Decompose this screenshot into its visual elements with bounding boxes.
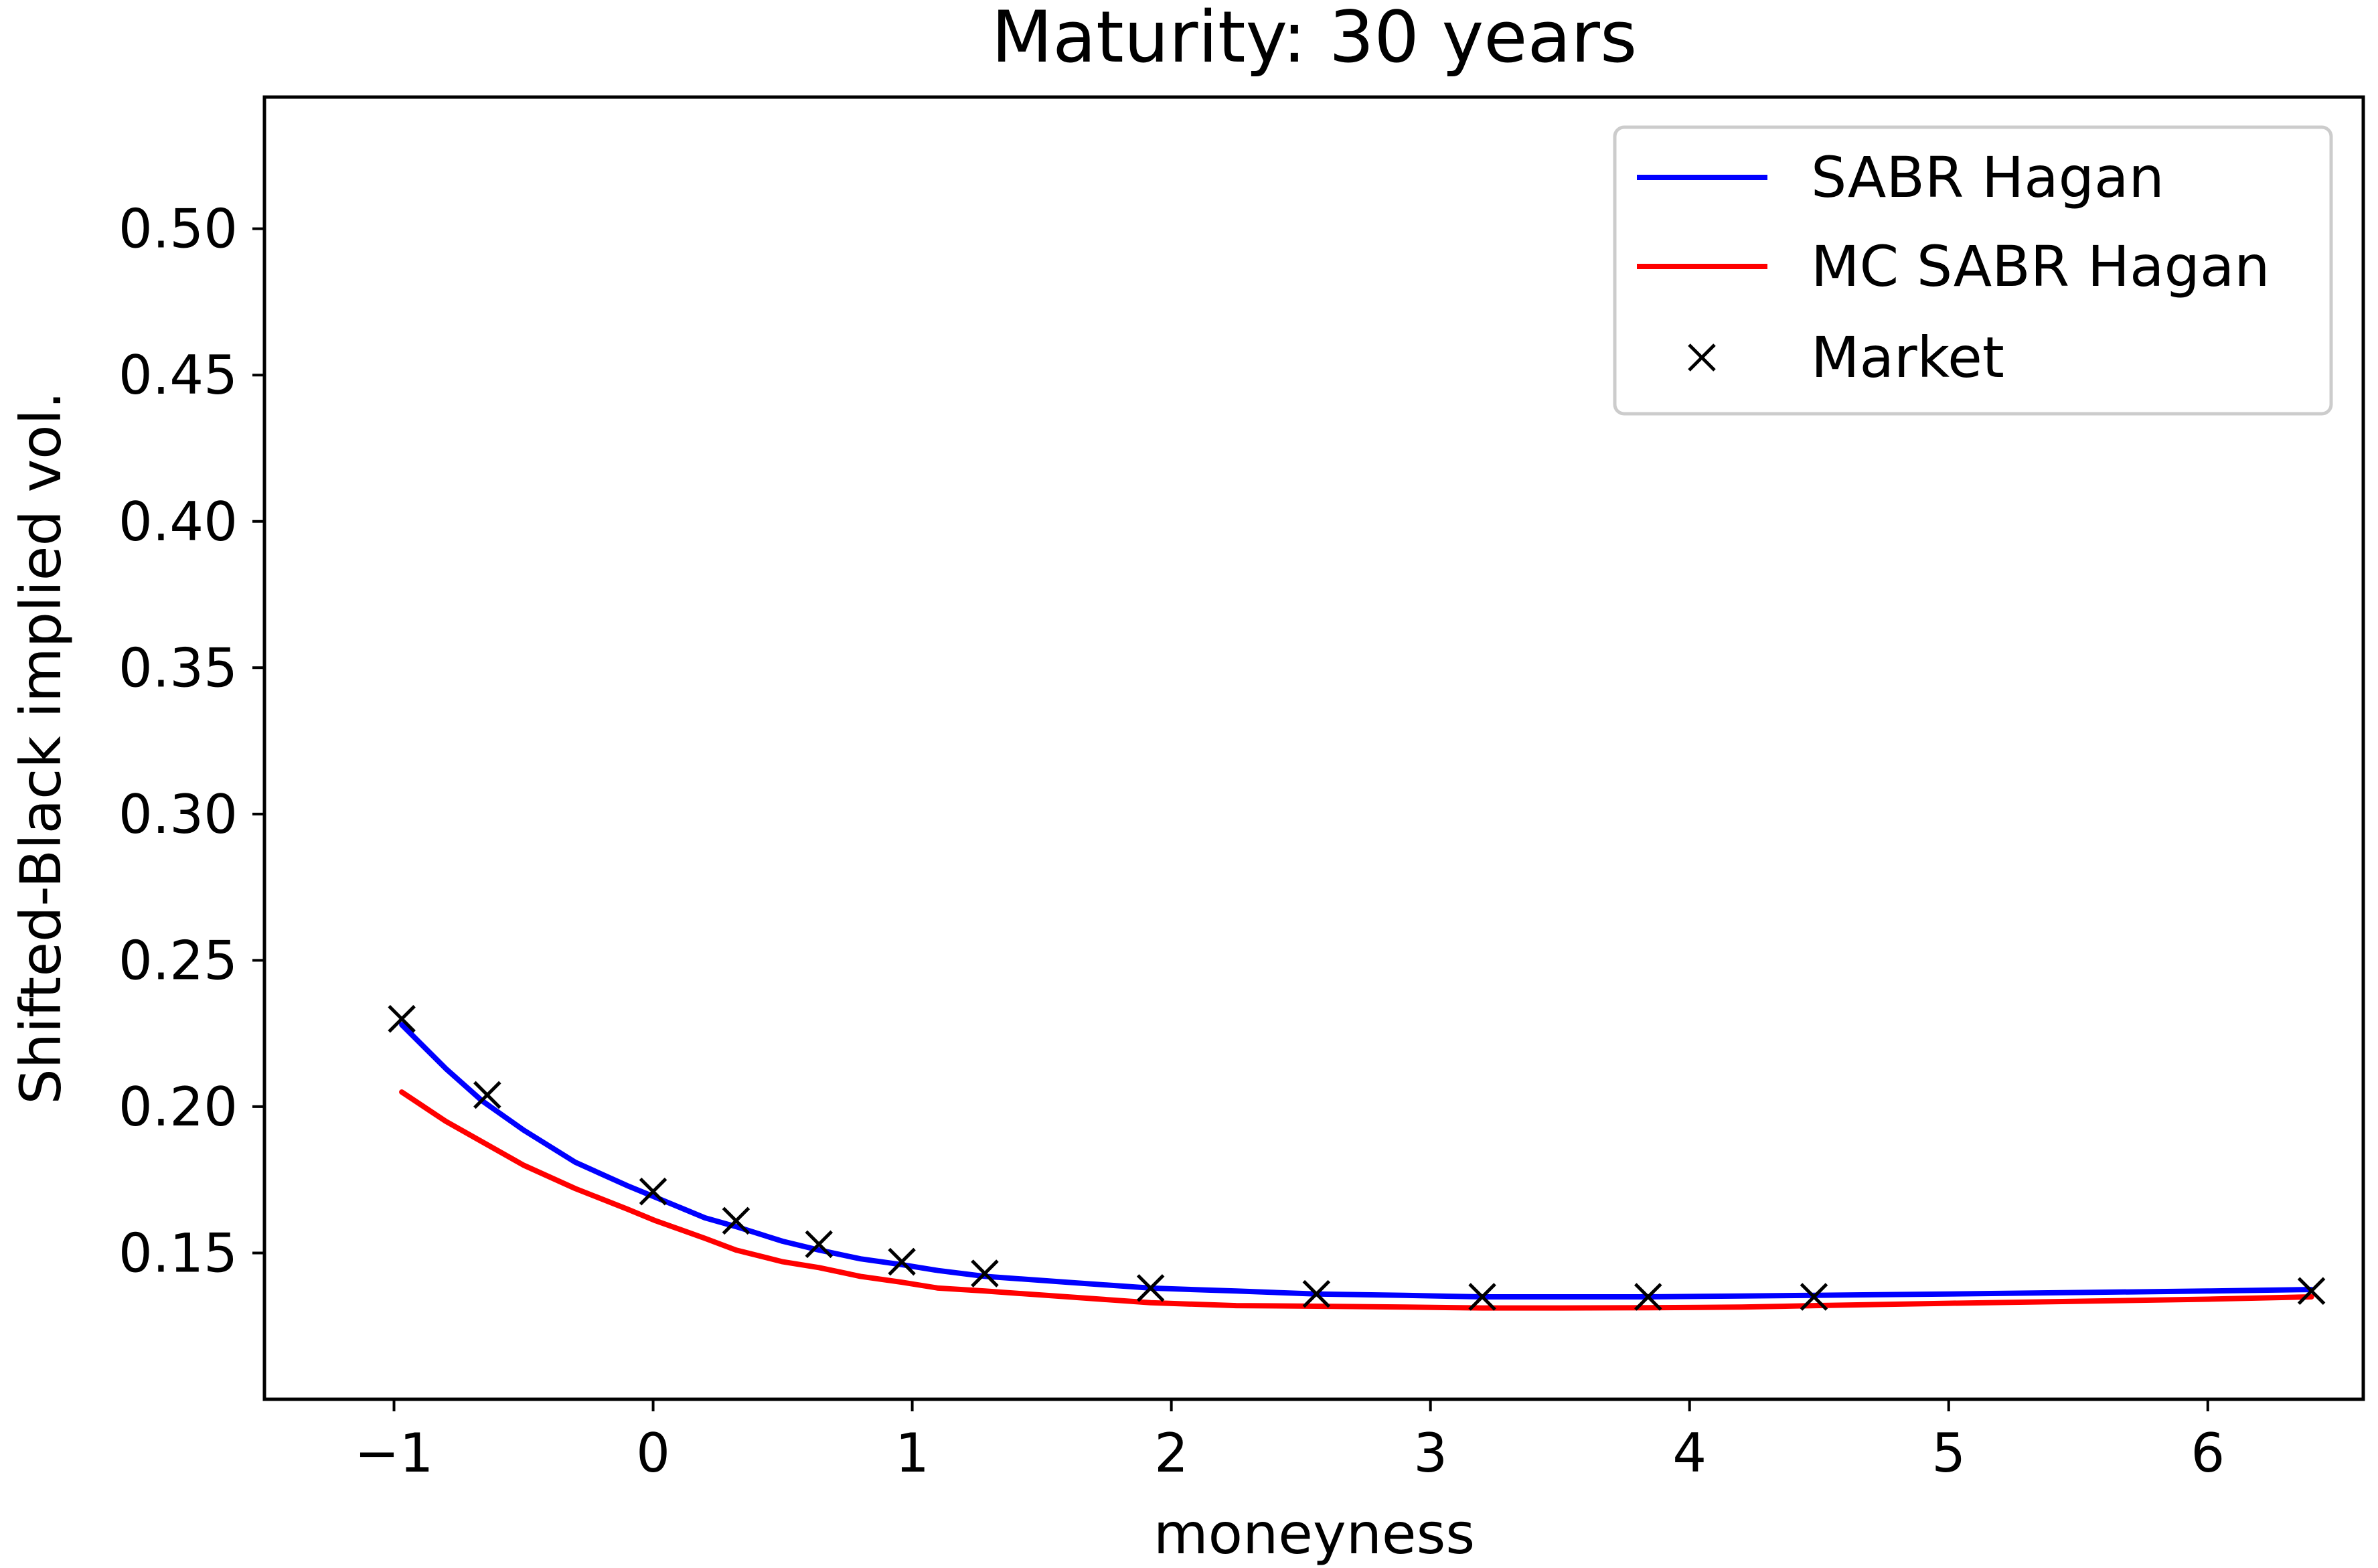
y-tick-label: 0.30	[118, 783, 238, 846]
plot-area-frame	[262, 95, 2365, 1401]
legend-box	[1613, 125, 2333, 416]
y-tick-label: 0.35	[118, 637, 238, 699]
y-tick-label: 0.15	[118, 1222, 238, 1284]
market-point	[1302, 1279, 1331, 1308]
x-tick-label: 0	[636, 1422, 670, 1484]
legend: SABR Hagan MC SABR Hagan Market	[1613, 125, 2333, 416]
market-point	[473, 1081, 501, 1109]
legend-label-market: Market	[1811, 325, 2004, 390]
x-axis-ticks: −1 0 1 2 3 4 5 6	[355, 1399, 2225, 1484]
market-point	[1800, 1283, 1828, 1311]
series-line-mc-sabr-hagan	[399, 1089, 2314, 1311]
market-point	[971, 1259, 999, 1287]
legend-label-mc-sabr-hagan: MC SABR Hagan	[1811, 234, 2270, 299]
y-tick-label: 0.25	[118, 929, 238, 992]
legend-swatch-market	[1688, 343, 1716, 372]
legend-label-sabr-hagan: SABR Hagan	[1811, 145, 2164, 210]
y-axis-ticks: 0.15 0.20 0.25 0.30 0.35 0.40 0.45 0.50	[118, 198, 264, 1284]
y-tick-label: 0.40	[118, 491, 238, 553]
market-point	[888, 1247, 916, 1276]
market-point	[722, 1206, 750, 1235]
x-tick-label: 5	[1931, 1422, 1966, 1484]
y-tick-label: 0.45	[118, 344, 238, 406]
series-line-sabr-hagan	[399, 1022, 2314, 1300]
y-tick-label: 0.50	[118, 198, 238, 260]
marker-layer	[388, 1005, 2326, 1311]
market-point	[805, 1230, 834, 1259]
x-tick-label: 4	[1672, 1422, 1707, 1484]
market-point	[1468, 1283, 1496, 1311]
y-axis-label: Shifted-Black implied vol.	[8, 391, 74, 1104]
x-tick-label: 6	[2191, 1422, 2225, 1484]
market-point	[388, 1005, 416, 1033]
market-point	[2297, 1277, 2326, 1306]
series-layer	[399, 1022, 2314, 1311]
y-tick-label: 0.20	[118, 1076, 238, 1138]
x-tick-label: 2	[1154, 1422, 1188, 1484]
market-point	[1634, 1283, 1662, 1311]
chart-title: Maturity: 30 years	[992, 0, 1637, 78]
x-tick-label: 3	[1413, 1422, 1447, 1484]
market-point	[639, 1177, 667, 1206]
market-point	[1136, 1274, 1165, 1302]
x-tick-label: 1	[895, 1422, 929, 1484]
x-axis-label: moneyness	[1154, 1501, 1475, 1567]
x-tick-label: −1	[355, 1422, 434, 1484]
